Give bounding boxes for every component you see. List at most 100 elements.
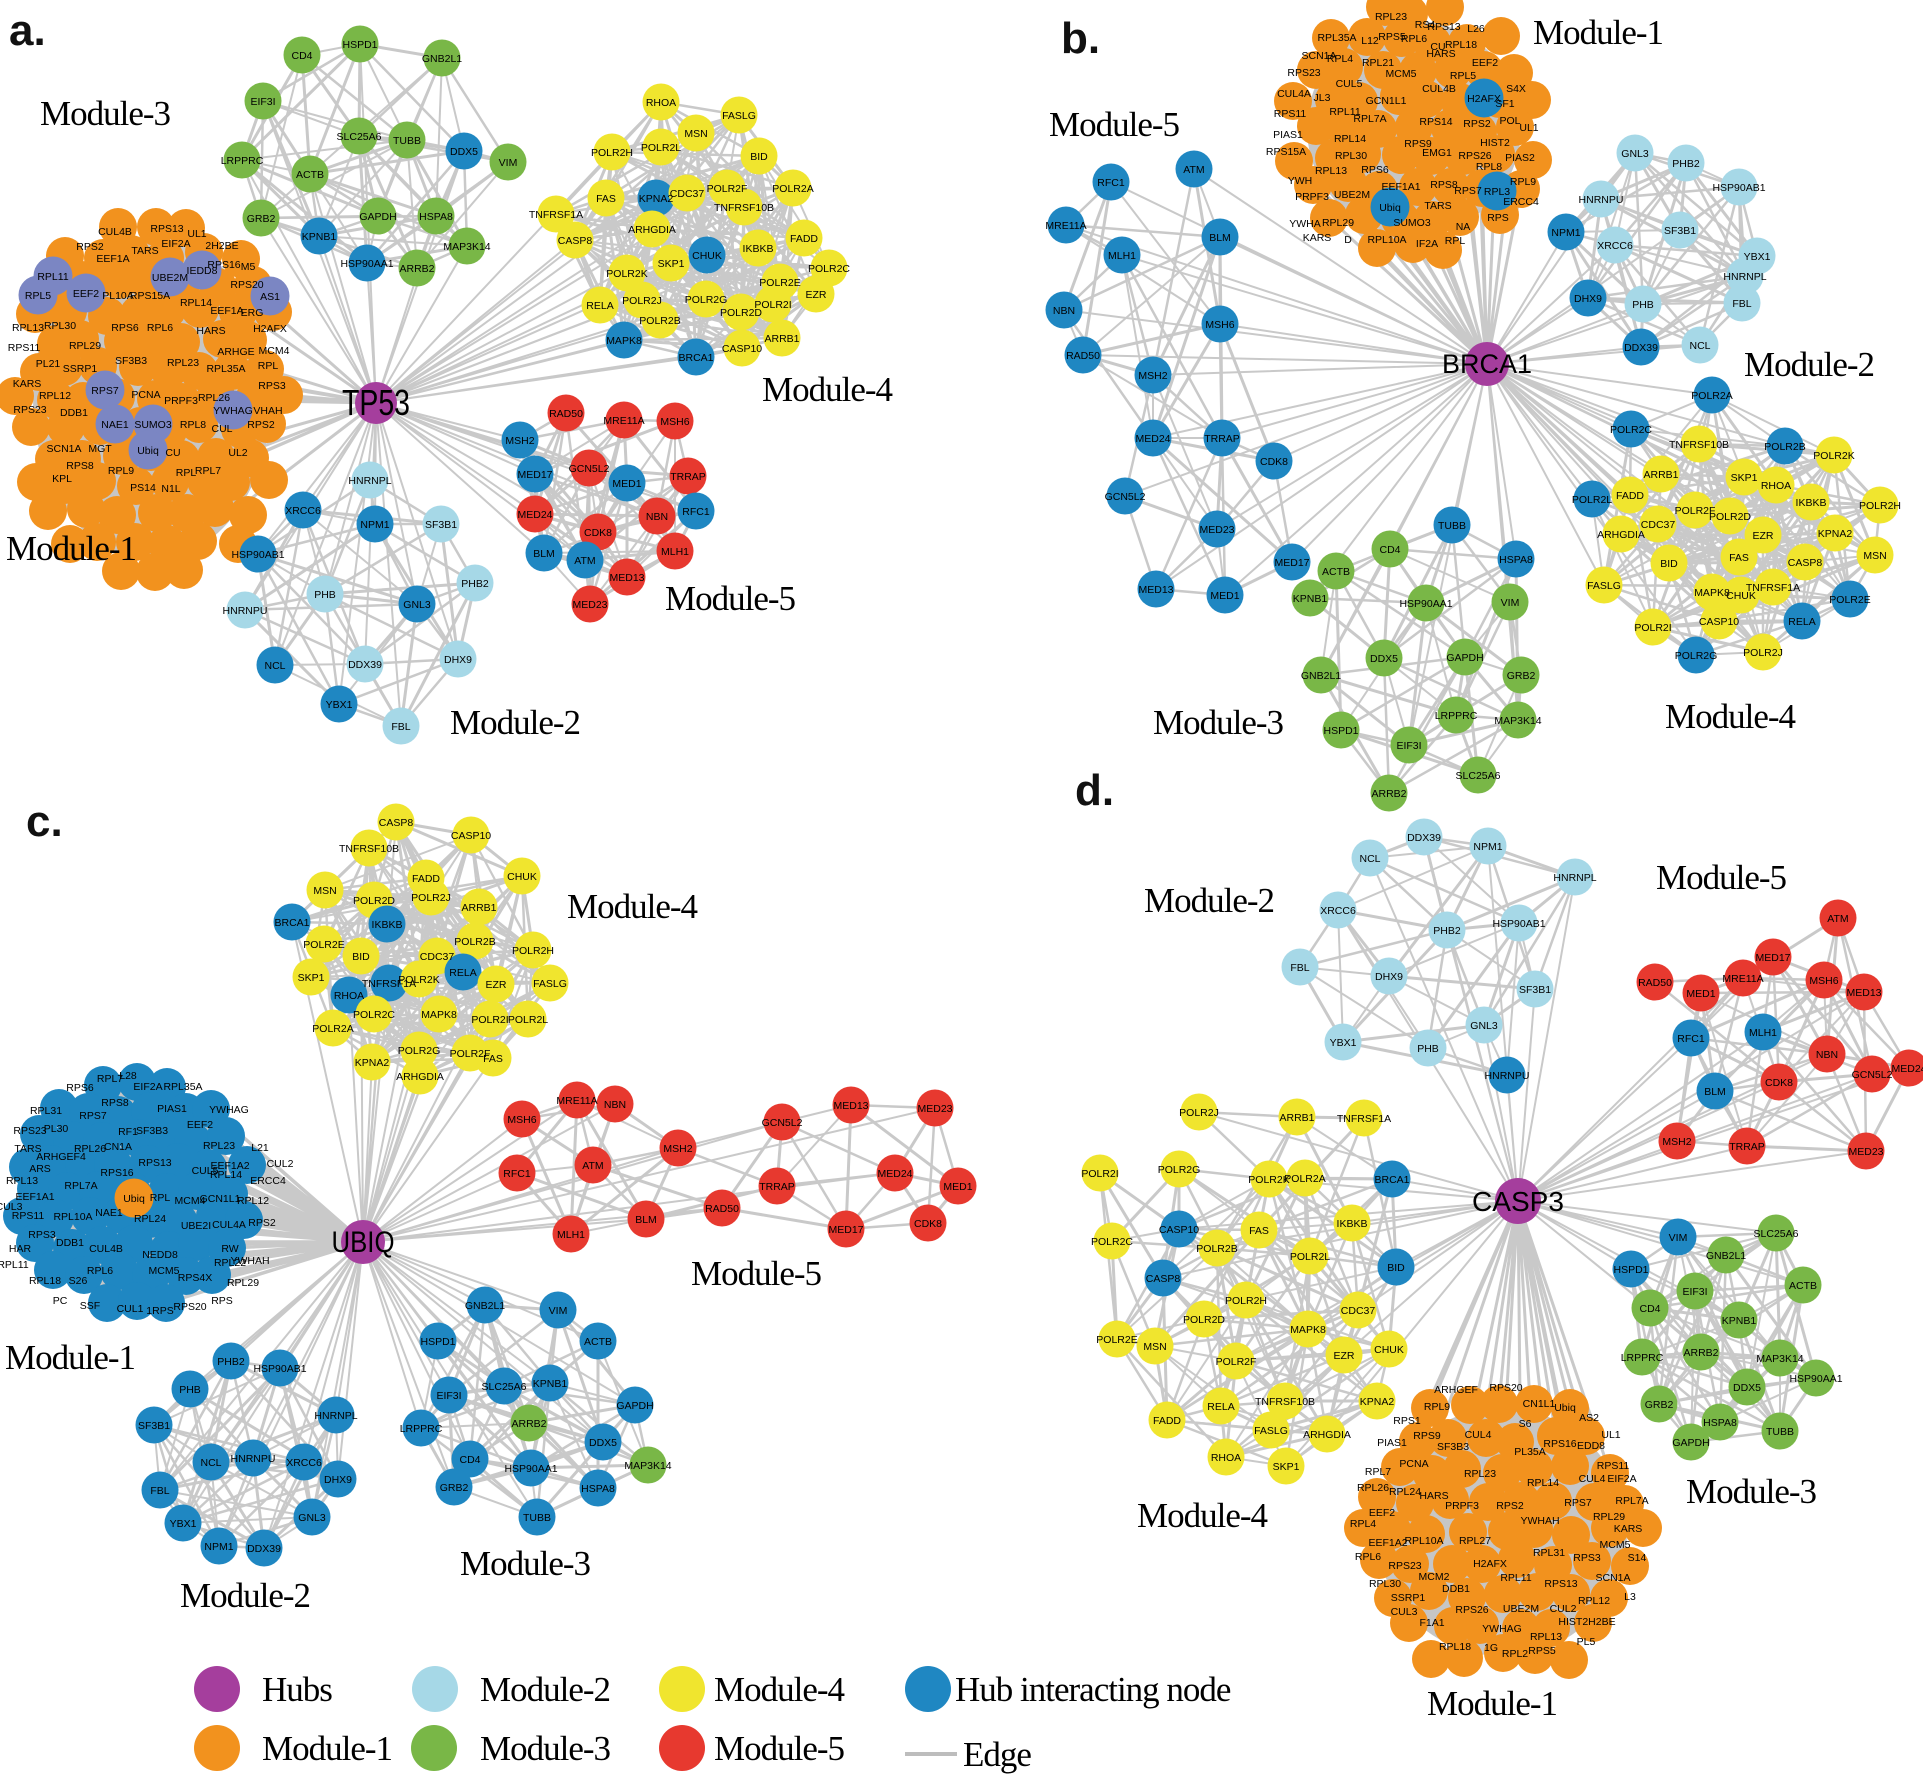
svg-text:MSN: MSN: [1143, 1341, 1166, 1353]
svg-text:POLR2L: POLR2L: [1572, 494, 1612, 506]
svg-text:BID: BID: [1660, 558, 1678, 570]
svg-text:TARS: TARS: [131, 245, 158, 257]
svg-text:RPL4: RPL4: [1327, 53, 1353, 65]
svg-text:CUL5: CUL5: [192, 1165, 219, 1177]
svg-text:TNFRSF10B: TNFRSF10B: [339, 843, 399, 855]
svg-text:DDX5: DDX5: [450, 146, 478, 158]
svg-text:POLR2E: POLR2E: [759, 277, 800, 289]
svg-text:RPS13: RPS13: [138, 1157, 171, 1169]
svg-text:RPL7: RPL7: [195, 465, 221, 477]
svg-text:M5: M5: [241, 261, 256, 273]
svg-text:RPL6: RPL6: [1401, 33, 1427, 45]
svg-text:DHX9: DHX9: [444, 654, 472, 666]
svg-text:EEF2: EEF2: [187, 1119, 213, 1131]
svg-text:RPS13: RPS13: [1544, 1578, 1577, 1590]
svg-text:YBX1: YBX1: [1744, 251, 1771, 263]
svg-text:POLR2A: POLR2A: [1691, 390, 1732, 402]
svg-text:FAS: FAS: [1249, 1225, 1269, 1237]
svg-text:RPS9: RPS9: [1404, 138, 1432, 150]
svg-text:Module-3: Module-3: [460, 1544, 591, 1583]
svg-text:FBL: FBL: [1290, 962, 1309, 974]
svg-text:RPS1: RPS1: [1393, 1415, 1421, 1427]
svg-text:IKBKB: IKBKB: [1796, 497, 1827, 509]
svg-text:KPNB1: KPNB1: [533, 1378, 568, 1390]
svg-text:MED1: MED1: [943, 1181, 972, 1193]
svg-text:RPS8: RPS8: [101, 1097, 129, 1109]
svg-text:NAE1: NAE1: [101, 419, 129, 431]
svg-text:PL30: PL30: [44, 1123, 69, 1135]
svg-text:NAE1: NAE1: [95, 1207, 123, 1219]
svg-text:BRCA1: BRCA1: [678, 352, 713, 364]
svg-text:PRPF3: PRPF3: [164, 395, 198, 407]
svg-text:CHUK: CHUK: [1374, 1344, 1404, 1356]
svg-text:RF1: RF1: [118, 1126, 138, 1138]
svg-text:RPL7: RPL7: [97, 1073, 123, 1085]
svg-text:RPL14: RPL14: [1527, 1477, 1559, 1489]
svg-text:KPNB1: KPNB1: [1722, 1315, 1757, 1327]
svg-text:MAP3K14: MAP3K14: [624, 1460, 671, 1472]
svg-text:POLR2E: POLR2E: [1829, 594, 1870, 606]
svg-text:RPL7: RPL7: [1365, 1466, 1391, 1478]
svg-text:TARS: TARS: [14, 1143, 41, 1155]
svg-text:CUL5: CUL5: [1336, 78, 1363, 90]
svg-text:POLR2A: POLR2A: [312, 1023, 353, 1035]
svg-text:HARS: HARS: [196, 325, 225, 337]
svg-text:PRPF3: PRPF3: [1295, 191, 1329, 203]
svg-text:RPL9: RPL9: [1424, 1401, 1450, 1413]
svg-text:Module-2: Module-2: [1744, 345, 1874, 384]
svg-text:Module-1: Module-1: [262, 1729, 392, 1768]
svg-text:ARRB2: ARRB2: [511, 1418, 546, 1430]
svg-text:RPL: RPL: [176, 467, 197, 479]
svg-text:Hubs: Hubs: [262, 1670, 332, 1709]
svg-text:RPL13: RPL13: [1530, 1631, 1562, 1643]
svg-text:IKBKB: IKBKB: [372, 919, 403, 931]
svg-text:HNRNPU: HNRNPU: [231, 1453, 276, 1465]
svg-text:KPNA2: KPNA2: [1360, 1396, 1395, 1408]
svg-text:FBL: FBL: [150, 1485, 169, 1497]
svg-text:RPS: RPS: [211, 1295, 233, 1307]
svg-text:AS1: AS1: [260, 291, 280, 303]
svg-text:AS2: AS2: [1579, 1412, 1599, 1424]
svg-text:MSH6: MSH6: [660, 416, 689, 428]
svg-text:HSP90AB1: HSP90AB1: [1712, 182, 1765, 194]
svg-text:SLC25A6: SLC25A6: [337, 131, 382, 143]
svg-text:BLM: BLM: [1209, 232, 1231, 244]
svg-text:Module-3: Module-3: [1686, 1472, 1817, 1511]
svg-text:DDX39: DDX39: [1407, 832, 1441, 844]
svg-text:RPL29: RPL29: [227, 1277, 259, 1289]
svg-text:POLR2A: POLR2A: [772, 183, 813, 195]
svg-text:S4X: S4X: [1506, 83, 1526, 95]
svg-text:CASP10: CASP10: [1159, 1224, 1199, 1236]
svg-text:2H2BE: 2H2BE: [205, 240, 238, 252]
svg-text:ACTB: ACTB: [1789, 1280, 1817, 1292]
svg-text:EEF1A2: EEF1A2: [1368, 1537, 1407, 1549]
svg-text:CUL3: CUL3: [0, 1201, 23, 1213]
svg-text:MAPK8: MAPK8: [421, 1009, 457, 1021]
svg-text:POLR2J: POLR2J: [1179, 1107, 1219, 1119]
svg-text:SKP1: SKP1: [658, 258, 685, 270]
svg-text:RPL30: RPL30: [44, 320, 76, 332]
svg-text:RELA: RELA: [586, 300, 613, 312]
svg-text:FBL: FBL: [1732, 298, 1751, 310]
svg-text:RPS20: RPS20: [1489, 1382, 1522, 1394]
svg-text:RPL9: RPL9: [1510, 176, 1536, 188]
svg-text:CN1A: CN1A: [104, 1141, 132, 1153]
svg-text:CDC37: CDC37: [670, 188, 705, 200]
svg-text:RPS6: RPS6: [66, 1082, 94, 1094]
svg-text:POLR2D: POLR2D: [720, 307, 762, 319]
svg-text:RPL21: RPL21: [1362, 57, 1394, 69]
svg-text:ARHGEF4: ARHGEF4: [36, 1151, 86, 1163]
svg-text:Module-2: Module-2: [480, 1670, 610, 1709]
svg-text:FADD: FADD: [1153, 1415, 1181, 1427]
svg-text:MRE11A: MRE11A: [1722, 973, 1763, 985]
svg-text:ARRB2: ARRB2: [1371, 788, 1406, 800]
svg-text:NBN: NBN: [1816, 1049, 1838, 1061]
svg-text:RPL30: RPL30: [1335, 150, 1367, 162]
svg-text:DDB1: DDB1: [60, 407, 88, 419]
svg-text:YWHAH: YWHAH: [230, 1255, 269, 1267]
svg-text:RPL8: RPL8: [180, 419, 206, 431]
svg-text:RPS9: RPS9: [1413, 1430, 1441, 1442]
svg-text:HNRNPU: HNRNPU: [1485, 1070, 1530, 1082]
svg-text:DDX39: DDX39: [1624, 342, 1658, 354]
svg-text:UL2: UL2: [228, 447, 247, 459]
